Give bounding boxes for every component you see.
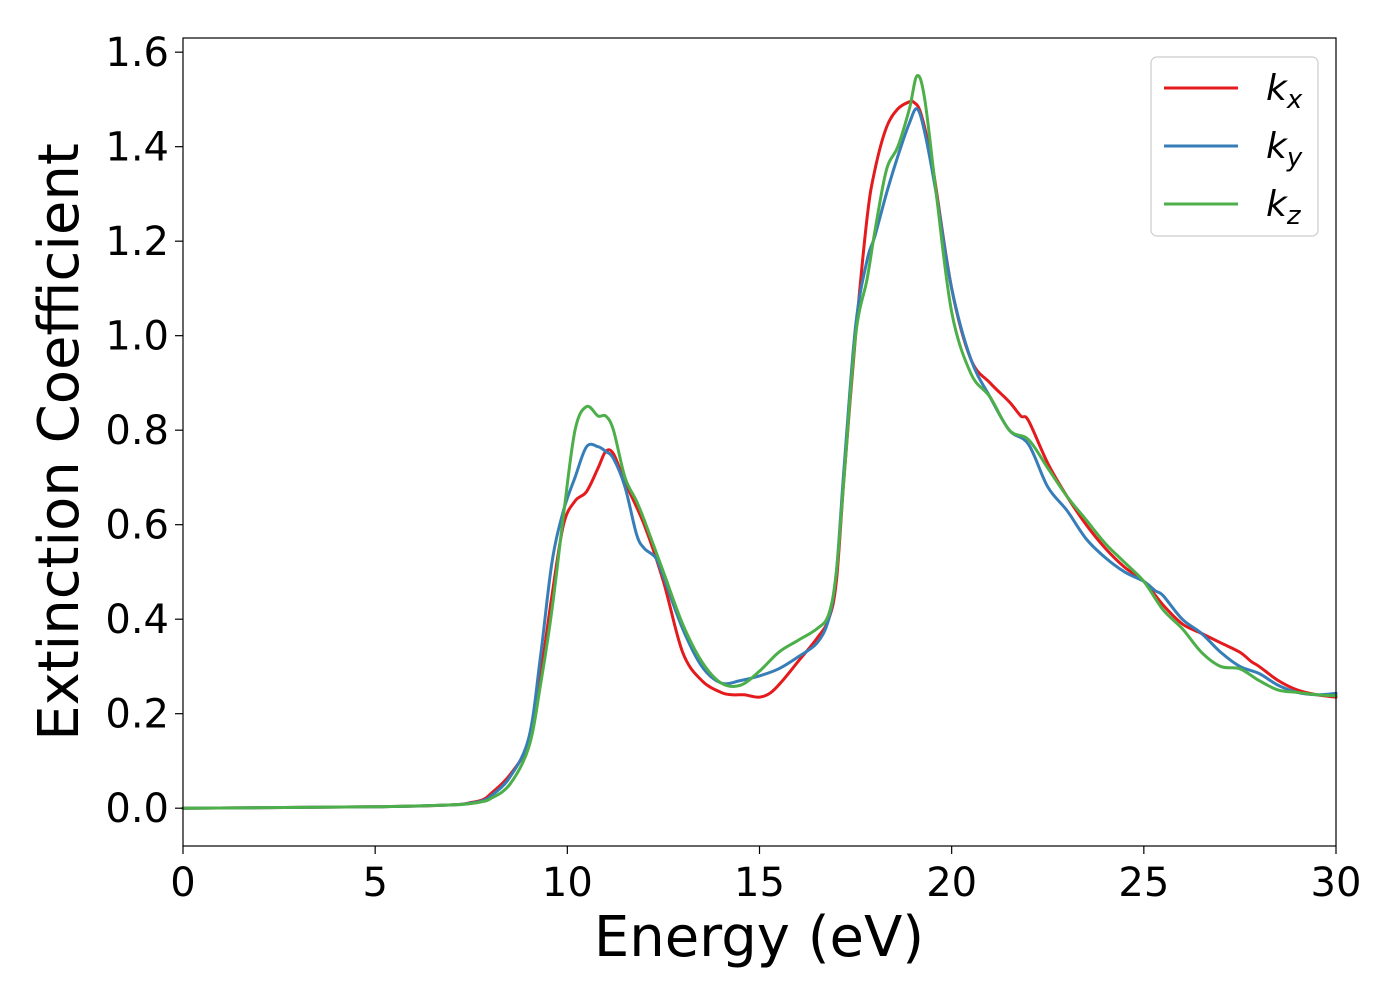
x-tick-label: 0 — [170, 860, 195, 906]
x-tick-label: 10 — [542, 860, 593, 906]
y-tick-label: 1.4 — [105, 125, 169, 171]
x-tick-label: 15 — [734, 860, 785, 906]
x-tick-label: 30 — [1311, 860, 1362, 906]
y-tick-label: 1.0 — [105, 314, 169, 360]
x-tick-label: 20 — [926, 860, 977, 906]
y-tick-label: 0.4 — [105, 597, 169, 643]
x-axis-title: Energy (eV) — [594, 905, 924, 970]
y-tick-label: 1.6 — [105, 30, 169, 76]
series-line-kz — [181, 74, 1338, 810]
series-layer — [181, 74, 1338, 810]
x-tick-label: 25 — [1118, 860, 1169, 906]
y-tick-label: 0.8 — [105, 408, 169, 454]
legend-label-kx: kx — [1266, 68, 1303, 115]
y-tick-label: 0.0 — [105, 786, 169, 832]
y-axis-ticks: 0.0 0.2 0.4 0.6 0.8 1.0 1.2 1.4 1.6 — [105, 30, 183, 832]
y-tick-label: 1.2 — [105, 219, 169, 265]
y-tick-label: 0.2 — [105, 692, 169, 738]
x-tick-label: 5 — [362, 860, 387, 906]
y-tick-label: 0.6 — [105, 503, 169, 549]
y-axis-title: Extinction Coefficient — [27, 143, 92, 741]
x-axis-ticks: 0 5 10 15 20 25 30 — [170, 846, 1361, 906]
